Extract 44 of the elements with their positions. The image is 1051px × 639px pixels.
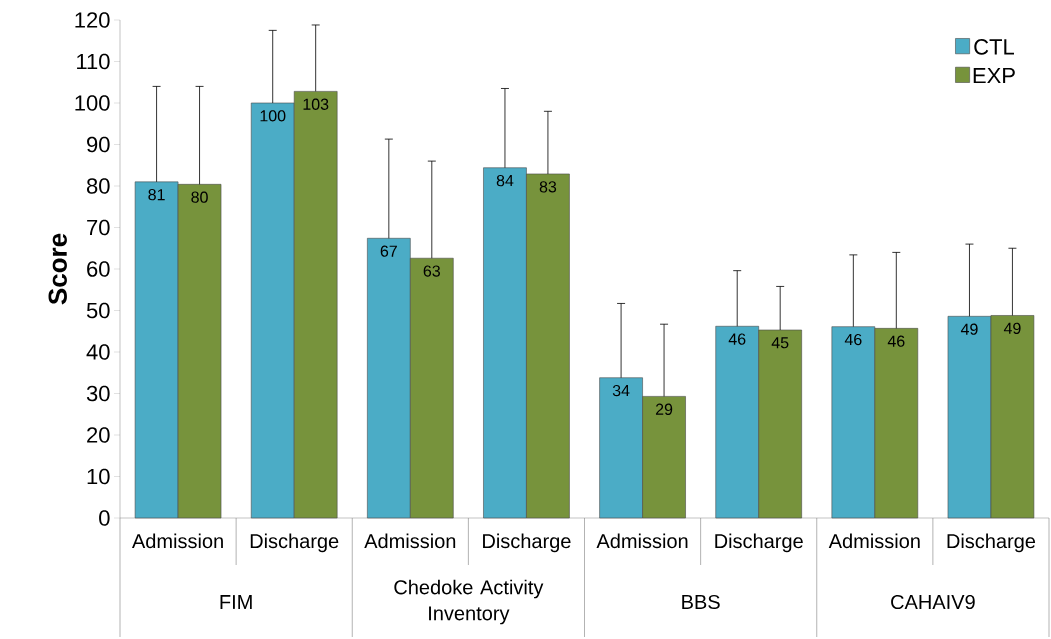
x-tick-label: Discharge	[715, 533, 803, 553]
x-tick-label: Discharge	[483, 533, 571, 553]
legend-label: EXP	[973, 67, 1015, 84]
y-tick-label: 70	[87, 219, 110, 236]
y-tick-label: 60	[87, 261, 110, 277]
x-tick-label: Discharge	[947, 533, 1036, 553]
text: FIM	[220, 595, 252, 609]
y-tick-label: 90	[87, 136, 110, 153]
data-label: 46	[728, 333, 746, 345]
data-label: 67	[380, 245, 397, 257]
x-tick-label: Discharge	[250, 533, 339, 553]
y-tick-label: 100	[75, 95, 110, 111]
text: BBS	[682, 594, 720, 610]
y-tick-label: 110	[77, 53, 110, 70]
y-tick-label: 20	[87, 427, 110, 443]
data-label: 63	[423, 265, 440, 277]
y-tick-label: 10	[87, 468, 110, 485]
data-label: 83	[539, 181, 557, 193]
data-label: 45	[771, 337, 789, 349]
data-label: 84	[496, 174, 514, 187]
data-label: 81	[148, 189, 165, 201]
y-axis-title: Score	[48, 233, 67, 305]
data-label: 34	[612, 384, 630, 397]
y-tick-label: 0	[99, 510, 110, 526]
y-tick-label: 80	[86, 178, 110, 194]
data-label: 46	[887, 335, 905, 347]
x-tick-label: Admission	[828, 533, 920, 549]
y-tick-label: 120	[75, 12, 110, 28]
legend-label: CTL	[974, 39, 1014, 55]
data-label: 100	[260, 110, 286, 122]
text: CAHAIV9	[891, 594, 975, 610]
y-tick-label: 50	[86, 302, 110, 319]
x-tick-label: Admission	[131, 533, 223, 549]
data-label: 49	[1003, 322, 1021, 335]
data-label: 103	[303, 98, 329, 110]
data-label: 29	[655, 403, 673, 415]
data-label: 46	[844, 333, 862, 346]
text: Chedoke Activity Inventory	[394, 579, 544, 625]
data-label: 49	[960, 323, 978, 335]
y-tick-label: 40	[86, 344, 110, 360]
y-tick-label: 30	[86, 385, 110, 402]
data-label: 80	[191, 191, 208, 203]
x-tick-label: Admission	[596, 533, 688, 549]
x-tick-label: Admission	[364, 533, 456, 549]
